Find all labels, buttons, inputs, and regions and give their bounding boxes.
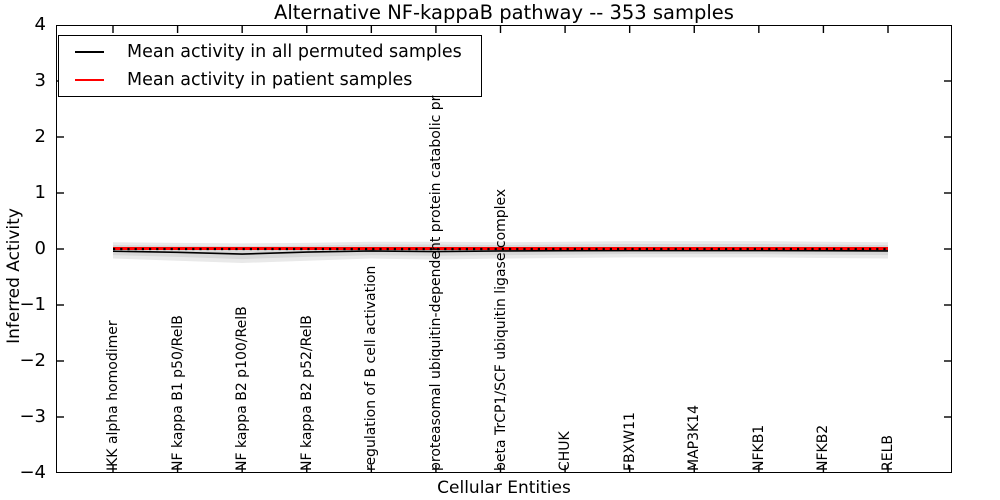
- x-tick-label: NF kappa B2 p100/RelB: [234, 306, 251, 471]
- x-tick-label: IKK alpha homodimer: [105, 320, 121, 471]
- x-tick-label: regulation of B cell activation: [363, 265, 380, 471]
- y-tick-label: 4: [34, 14, 46, 35]
- chart-title: Alternative NF-kappaB pathway -- 353 sam…: [274, 1, 734, 24]
- y-tick-label: −3: [19, 406, 46, 427]
- legend-label-permuted: Mean activity in all permuted samples: [127, 41, 462, 62]
- x-tick-label: CHUK: [557, 431, 574, 471]
- series-mean-activity-in-all-permuted-samples: [112, 249, 889, 255]
- y-axis-label: Inferred Activity: [4, 208, 24, 344]
- legend-line-permuted-icon: [75, 50, 104, 53]
- x-tick-label: MAP3K14: [686, 404, 703, 471]
- y-tick-label: −4: [19, 462, 46, 483]
- y-tick-label: 2: [34, 126, 46, 147]
- x-tick-label: beta TrCP1/SCF ubiquitin ligase complex: [492, 188, 509, 471]
- x-tick-label: NFKB1: [750, 424, 767, 471]
- chart-canvas: [56, 25, 952, 473]
- legend-line-patient-icon: [75, 79, 104, 82]
- x-tick-label: RELB: [880, 435, 896, 471]
- x-tick-label: NFKB2: [815, 424, 832, 471]
- x-axis-label: Cellular Entities: [437, 478, 571, 498]
- x-tick-label: proteasomal ubiquitin-dependent protein …: [427, 95, 444, 471]
- legend-label-patient: Mean activity in patient samples: [127, 70, 413, 91]
- y-tick-label: −1: [19, 294, 46, 315]
- legend: Mean activity in all permuted samples Me…: [58, 35, 482, 97]
- y-tick-label: 0: [34, 238, 46, 259]
- y-tick-label: −2: [19, 350, 46, 371]
- x-tick-label: FBXW11: [621, 412, 638, 471]
- legend-item-patient: Mean activity in patient samples: [59, 67, 481, 93]
- y-tick-label: 3: [34, 70, 46, 91]
- x-tick-label: NF kappa B2 p52/RelB: [298, 315, 315, 471]
- y-tick-label: 1: [34, 182, 46, 203]
- x-tick-label: NF kappa B1 p50/RelB: [169, 315, 186, 471]
- legend-item-permuted: Mean activity in all permuted samples: [59, 39, 481, 65]
